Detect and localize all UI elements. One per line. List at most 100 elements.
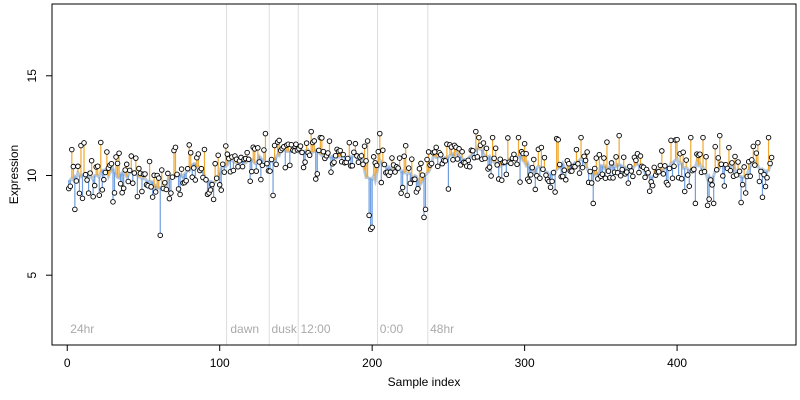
data-point [142, 171, 148, 177]
data-point [601, 155, 607, 161]
data-point [424, 156, 430, 163]
data-point [736, 168, 743, 175]
data-point [191, 165, 197, 171]
data-point [668, 137, 674, 144]
data-point [486, 164, 493, 170]
data-point [531, 156, 537, 163]
data-point [608, 160, 615, 166]
data-point [351, 149, 357, 155]
data-point [73, 178, 80, 184]
data-point [470, 147, 476, 154]
data-point [149, 194, 156, 200]
data-point [593, 155, 600, 161]
data-point [123, 161, 130, 168]
data-point [752, 162, 758, 168]
data-point [346, 139, 353, 146]
data-point [328, 169, 334, 175]
data-point [172, 144, 179, 151]
data-point [235, 164, 241, 170]
data-point [136, 165, 142, 172]
data-point [563, 177, 569, 183]
data-point [87, 170, 93, 176]
data-point [739, 181, 746, 188]
data-point [582, 157, 589, 164]
data-point [566, 160, 572, 167]
data-point [758, 168, 764, 175]
data-point [261, 147, 267, 153]
data-point [741, 164, 747, 170]
data-point [134, 193, 141, 200]
data-point [767, 160, 773, 167]
data-point [264, 160, 270, 167]
data-point [259, 162, 266, 169]
data-point [434, 163, 441, 170]
data-point [114, 160, 121, 167]
data-point [303, 140, 310, 146]
data-point [559, 173, 566, 180]
data-point [419, 172, 426, 178]
data-point [720, 173, 726, 179]
data-point [588, 180, 595, 186]
data-point [552, 189, 558, 195]
data-point [130, 180, 136, 186]
data-point [406, 165, 412, 171]
data-point [361, 143, 368, 149]
data-point [282, 164, 289, 171]
data-point [183, 178, 189, 184]
data-point [669, 175, 676, 181]
data-point [331, 159, 337, 166]
data-point [412, 176, 418, 183]
data-point [239, 163, 246, 170]
data-point [256, 159, 263, 165]
data-point [218, 187, 224, 193]
data-point [508, 160, 514, 167]
data-point [625, 180, 632, 186]
data-point [84, 177, 90, 183]
data-point [404, 192, 410, 199]
data-point [569, 168, 575, 174]
data-point [288, 142, 295, 148]
data-point [407, 180, 414, 187]
data-point [215, 152, 221, 158]
data-point [505, 135, 511, 141]
data-point [75, 163, 81, 170]
data-point [579, 164, 586, 171]
data-point [454, 156, 461, 162]
data-point [578, 134, 584, 141]
data-point [220, 161, 226, 167]
data-point [377, 130, 383, 137]
data-point [120, 185, 127, 192]
data-point [697, 151, 703, 157]
data-point [94, 163, 101, 169]
data-point [515, 134, 522, 141]
data-point [399, 184, 406, 191]
data-point [139, 188, 145, 195]
data-point [514, 161, 520, 168]
data-point [360, 161, 366, 168]
data-point [253, 168, 260, 174]
y-axis: 5 10 15 [25, 69, 52, 279]
data-point [201, 146, 208, 153]
data-point [517, 179, 523, 185]
data-point [270, 192, 276, 199]
data-point [502, 159, 508, 165]
data-point [373, 162, 380, 169]
data-point [381, 161, 388, 168]
data-point [306, 152, 313, 159]
data-point [166, 195, 173, 202]
data-point [302, 159, 308, 165]
data-point [549, 178, 555, 185]
data-point [494, 162, 500, 168]
data-point [72, 206, 78, 213]
data-point [67, 183, 74, 190]
data-point [366, 212, 372, 219]
data-point [532, 186, 539, 193]
data-point [186, 142, 192, 148]
data-point [619, 166, 625, 173]
data-point [738, 199, 744, 206]
phase-label: 24hr [70, 322, 94, 336]
data-point [133, 155, 139, 161]
data-point [617, 172, 624, 179]
data-point [700, 134, 706, 141]
data-point [276, 137, 282, 144]
